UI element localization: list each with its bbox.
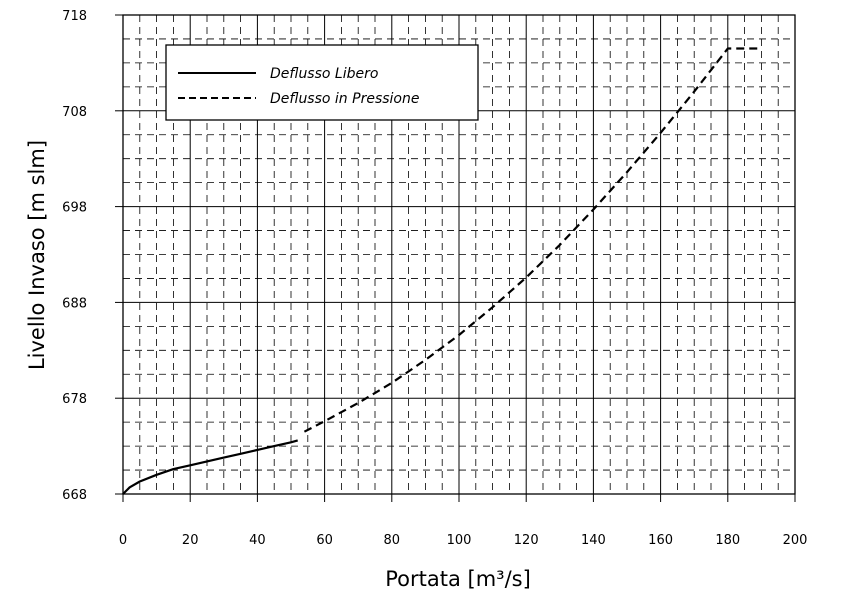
y-tick-label: 708 [62,105,87,120]
x-tick-label: 120 [514,533,539,548]
x-tick-label: 60 [316,533,333,548]
y-tick-label: 698 [62,201,87,216]
x-tick-label: 200 [783,533,808,548]
x-tick-label: 80 [384,533,401,548]
series-line-0 [122,439,299,495]
x-tick-label: 40 [249,533,266,548]
x-tick-label: 0 [119,533,127,548]
legend: Deflusso Libero Deflusso in Pressione [165,44,479,121]
series-layer [122,47,762,495]
y-tick-label: 668 [62,488,87,503]
ticks: 0 20 40 60 80 100 120 140 160 180 200 668 678 688 698 7… [62,9,807,548]
x-axis-title: Portata [m³/s] [385,567,531,591]
x-tick-label: 160 [648,533,673,548]
x-tick-label: 20 [182,533,199,548]
legend-label-deflusso-in-pressione: Deflusso in Pressione [270,91,419,107]
x-tick-label: 140 [581,533,606,548]
legend-label-deflusso-libero: Deflusso Libero [270,66,378,82]
y-axis-title: Livello Invaso [m slm] [25,140,49,370]
y-tick-label: 678 [62,392,87,407]
grid [122,14,796,495]
x-tick-label: 100 [447,533,472,548]
x-tick-label: 180 [715,533,740,548]
y-tick-label: 688 [62,296,87,311]
legend-box [165,44,479,121]
y-tick-label: 718 [62,9,87,24]
